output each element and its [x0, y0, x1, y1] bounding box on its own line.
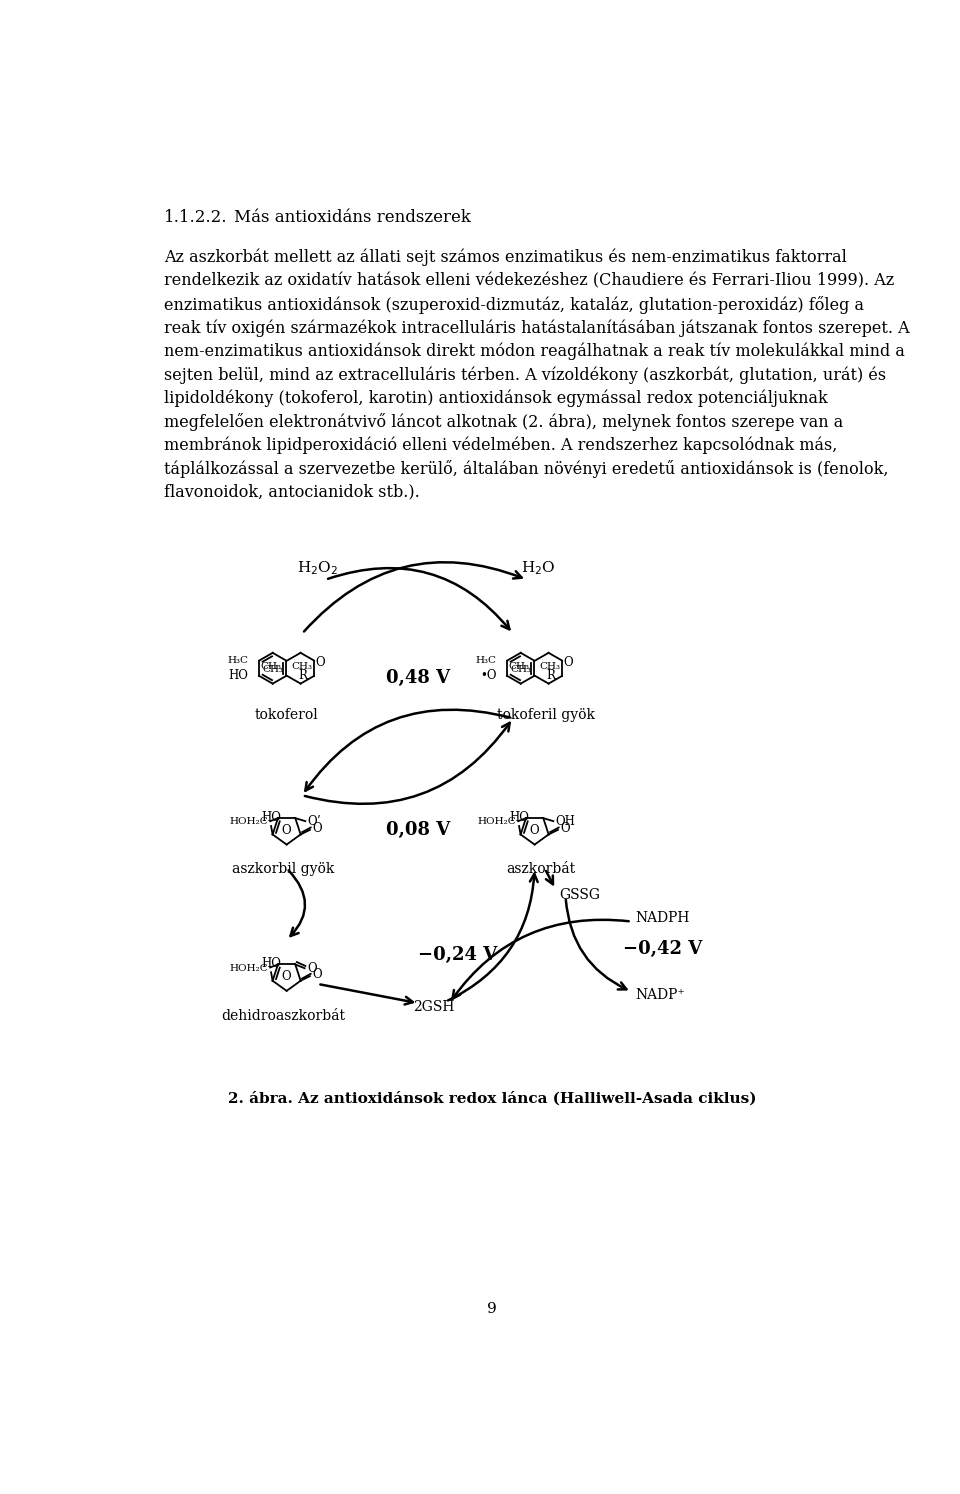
- Text: NADPH: NADPH: [636, 911, 689, 925]
- Text: •O: •O: [480, 669, 496, 683]
- Text: tokoferil gyök: tokoferil gyök: [497, 708, 595, 722]
- Text: flavonoidok, antocianidok stb.).: flavonoidok, antocianidok stb.).: [164, 484, 420, 500]
- Text: O: O: [282, 823, 292, 837]
- Text: HO: HO: [261, 958, 281, 970]
- Text: H$_2$O: H$_2$O: [521, 559, 556, 577]
- Text: H₃C: H₃C: [228, 656, 249, 665]
- Text: H$_2$O$_2$: H$_2$O$_2$: [297, 559, 338, 577]
- Text: O: O: [316, 656, 325, 669]
- Text: CH₃: CH₃: [540, 662, 561, 671]
- Text: O: O: [312, 822, 322, 835]
- Text: táplálkozással a szervezetbe kerülő, általában növényi eredetű antioxidánsok is : táplálkozással a szervezetbe kerülő, ált…: [164, 460, 889, 478]
- Text: tokoferol: tokoferol: [254, 708, 319, 722]
- Text: O: O: [564, 656, 573, 669]
- Text: CH₃: CH₃: [262, 665, 283, 674]
- Text: Más antioxidáns rendszerek: Más antioxidáns rendszerek: [234, 209, 470, 226]
- Text: O: O: [282, 970, 292, 983]
- Text: R: R: [546, 669, 555, 683]
- Text: rendelkezik az oxidatív hatások elleni védekezéshez (Chaudiere és Ferrari-Iliou : rendelkezik az oxidatív hatások elleni v…: [164, 272, 895, 288]
- Text: nem-enzimatikus antioxidánsok direkt módon reagálhatnak a reak tív molekulákkal : nem-enzimatikus antioxidánsok direkt mód…: [164, 342, 905, 360]
- Text: membránok lipidperoxidáció elleni védelmében. A rendszerhez kapcsolódnak más,: membránok lipidperoxidáció elleni védelm…: [164, 436, 837, 454]
- Text: sejten belül, mind az extracelluláris térben. A vízoldékony (aszkorbát, glutatio: sejten belül, mind az extracelluláris té…: [164, 366, 886, 384]
- Text: O: O: [530, 823, 540, 837]
- Text: lipidoldékony (tokoferol, karotin) antioxidánsok egymással redox potenciáljuknak: lipidoldékony (tokoferol, karotin) antio…: [164, 390, 828, 406]
- Text: aszkorbát: aszkorbát: [506, 862, 575, 877]
- Text: 1.1.2.2.: 1.1.2.2.: [164, 209, 228, 226]
- Text: O: O: [308, 962, 318, 974]
- Text: CH₃: CH₃: [292, 662, 313, 671]
- Text: H₃C: H₃C: [475, 656, 496, 665]
- Text: 2GSH: 2GSH: [413, 999, 455, 1014]
- Text: 0,08 V: 0,08 V: [386, 820, 450, 840]
- Text: reak tív oxigén származékok intracelluláris hatástalanításában játszanak fontos : reak tív oxigén származékok intracellulá…: [164, 320, 910, 336]
- Text: megfelelően elektronátvivő láncot alkotnak (2. ábra), melynek fontos szerepe van: megfelelően elektronátvivő láncot alkotn…: [164, 412, 844, 430]
- Text: 2. ábra. Az antioxidánsok redox lánca (Halliwell-Asada ciklus): 2. ábra. Az antioxidánsok redox lánca (H…: [228, 1092, 756, 1106]
- Text: HOH₂C: HOH₂C: [229, 964, 269, 973]
- Text: HO: HO: [261, 811, 281, 823]
- Text: HOH₂C: HOH₂C: [478, 817, 516, 826]
- Text: O: O: [312, 968, 322, 982]
- Text: Oʼ: Oʼ: [308, 816, 321, 829]
- Text: aszkorbil gyök: aszkorbil gyök: [231, 862, 334, 877]
- Text: −0,24 V: −0,24 V: [418, 946, 496, 965]
- Text: GSSG: GSSG: [560, 889, 600, 902]
- Text: HOH₂C: HOH₂C: [229, 817, 269, 826]
- Text: enzimatikus antioxidánsok (szuperoxid-dizmutáz, kataláz, glutation-peroxidáz) fő: enzimatikus antioxidánsok (szuperoxid-di…: [164, 296, 864, 314]
- Text: O: O: [561, 822, 570, 835]
- Text: CH₃: CH₃: [509, 662, 530, 671]
- Text: HO: HO: [228, 669, 249, 683]
- Text: OH: OH: [556, 816, 576, 829]
- Text: Az aszkorbát mellett az állati sejt számos enzimatikus és nem-enzimatikus faktor: Az aszkorbát mellett az állati sejt szám…: [164, 248, 847, 266]
- Text: 0,48 V: 0,48 V: [386, 669, 450, 687]
- Text: CH₃: CH₃: [260, 662, 281, 671]
- Text: NADP⁺: NADP⁺: [636, 989, 685, 1002]
- Text: HO: HO: [509, 811, 529, 823]
- Text: 9: 9: [487, 1301, 497, 1316]
- Text: dehidroaszkorbát: dehidroaszkorbát: [221, 1008, 345, 1022]
- Text: R: R: [298, 669, 307, 683]
- Text: −0,42 V: −0,42 V: [623, 940, 702, 958]
- Text: CH₃: CH₃: [510, 665, 531, 674]
